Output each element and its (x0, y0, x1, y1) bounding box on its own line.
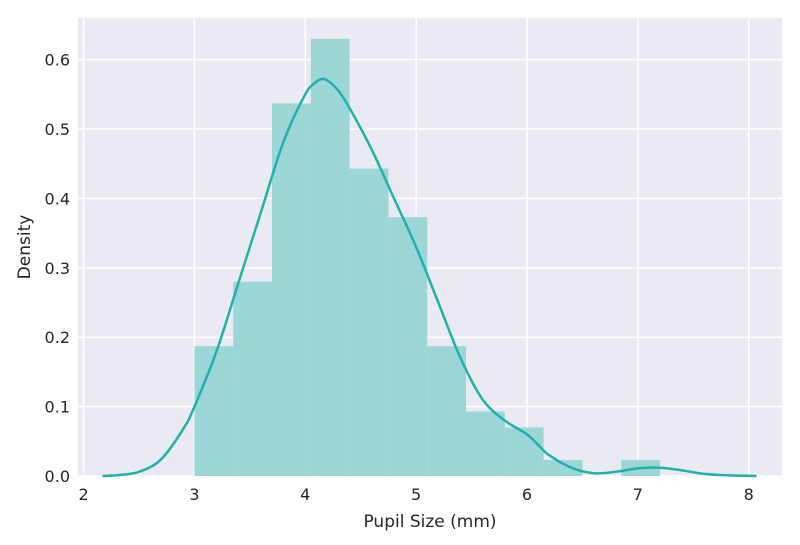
y-tick-label: 0.6 (45, 51, 70, 70)
histogram-bar (388, 217, 428, 477)
histogram-bar (233, 281, 273, 476)
x-tick-label: 7 (633, 485, 643, 504)
histogram-bar (349, 168, 389, 477)
x-tick-label: 2 (78, 485, 88, 504)
histogram-bar (194, 346, 234, 476)
histogram-bars (194, 38, 661, 477)
x-tick-label: 4 (300, 485, 310, 504)
histogram-bar (427, 346, 467, 476)
y-axis-label: Density (15, 215, 35, 280)
y-tick-label: 0.0 (45, 467, 70, 486)
histogram-bar (504, 427, 544, 476)
histogram-bar (272, 103, 311, 476)
x-tick-labels: 2 3 4 5 6 7 8 (78, 485, 753, 504)
y-tick-label: 0.3 (45, 259, 70, 278)
x-tick-label: 8 (744, 485, 754, 504)
y-tick-label: 0.1 (45, 398, 70, 417)
x-axis-label: Pupil Size (mm) (363, 512, 496, 532)
y-tick-labels: 0.0 0.1 0.2 0.3 0.4 0.5 0.6 (45, 51, 70, 486)
y-tick-label: 0.5 (45, 120, 70, 139)
histogram-bar (543, 460, 583, 476)
x-tick-label: 3 (189, 485, 199, 504)
y-tick-label: 0.4 (45, 189, 70, 208)
kde-curve (102, 77, 757, 478)
x-tick-label: 5 (411, 485, 421, 504)
y-tick-label: 0.2 (45, 328, 70, 347)
x-tick-label: 6 (522, 485, 532, 504)
histogram-bar (466, 411, 505, 476)
histogram-bar (310, 38, 350, 477)
